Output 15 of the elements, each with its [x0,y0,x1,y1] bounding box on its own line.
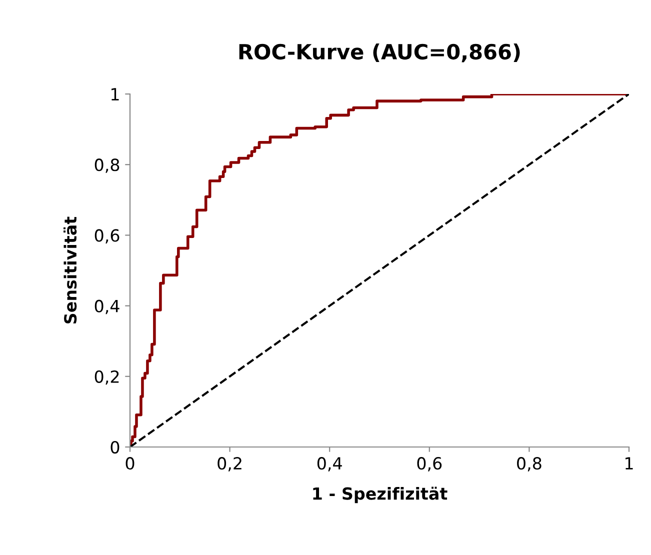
y-tick-label: 0,4 [94,300,120,314]
chart-title: ROC-Kurve (AUC=0,866) [239,43,520,62]
x-axis-title: 1 - Spezifizität [313,486,448,504]
x-tick-label: 0,4 [317,457,342,472]
x-tick-label: 0,6 [417,457,442,472]
y-axis-title: Sensitivität [64,216,77,324]
y-tick-label: 0,8 [94,158,120,173]
x-tick-label: 0 [126,457,134,470]
x-tick-label: 0,2 [218,457,242,472]
y-tick-label: 1 [112,88,119,100]
y-tick-label: 0,2 [94,370,119,385]
x-tick-label: 1 [626,457,633,470]
y-tick-label: 0,6 [94,229,120,244]
y-tick-label: 0 [110,440,120,454]
x-tick-label: 0,8 [517,457,542,472]
